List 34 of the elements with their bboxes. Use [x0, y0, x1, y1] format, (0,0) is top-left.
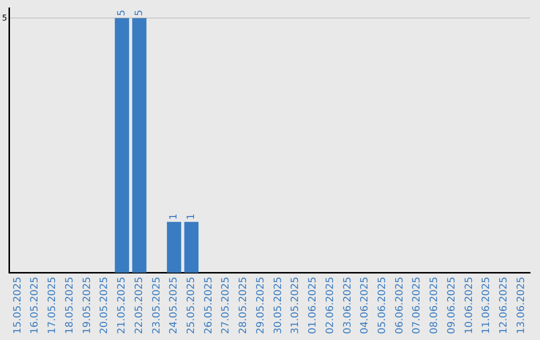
x-tick-label: 20.05.2025: [99, 276, 110, 334]
x-tick-label: 16.05.2025: [30, 276, 41, 334]
x-tick-label: 15.05.2025: [12, 276, 24, 334]
x-tick-label: 24.05.2025: [168, 276, 180, 334]
x-tick-label: 17.05.2025: [47, 276, 58, 334]
x-tick-label: 06.06.2025: [394, 276, 406, 334]
data-label: 1: [168, 213, 180, 220]
x-tick-label: 02.06.2025: [324, 276, 336, 334]
x-tick-label: 10.06.2025: [464, 276, 475, 334]
x-tick-label: 07.06.2025: [412, 276, 423, 334]
x-tick-label: 23.05.2025: [151, 276, 162, 334]
data-label: 1: [186, 213, 197, 220]
x-tick-label: 31.05.2025: [290, 276, 302, 334]
x-tick-label: 12.06.2025: [498, 276, 510, 334]
x-tick-label: 22.05.2025: [134, 276, 145, 334]
x-tick-label: 09.06.2025: [446, 276, 458, 334]
x-tick-label: 03.06.2025: [342, 276, 354, 334]
x-tick-label: 26.05.2025: [203, 276, 214, 334]
x-tick-label: 29.05.2025: [255, 276, 266, 334]
x-tick-label: 11.06.2025: [481, 276, 492, 334]
x-tick-label: 21.05.2025: [116, 276, 128, 334]
x-tick-label: 04.06.2025: [360, 276, 371, 334]
data-label: 5: [134, 10, 145, 16]
x-tick-label: 01.06.2025: [308, 276, 319, 334]
x-tick-label: 27.05.2025: [220, 276, 232, 334]
x-tick-label: 08.06.2025: [429, 276, 440, 334]
data-label: 5: [116, 10, 128, 16]
x-tick-label: 25.05.2025: [186, 276, 197, 334]
x-tick-label: 19.05.2025: [82, 276, 93, 334]
x-tick-label: 13.06.2025: [516, 276, 527, 334]
x-tick-label: 18.05.2025: [64, 276, 76, 334]
x-tick-label: 28.05.2025: [238, 276, 250, 334]
x-tick-label: 30.05.2025: [272, 276, 284, 334]
x-tick-label: 05.06.2025: [377, 276, 388, 334]
